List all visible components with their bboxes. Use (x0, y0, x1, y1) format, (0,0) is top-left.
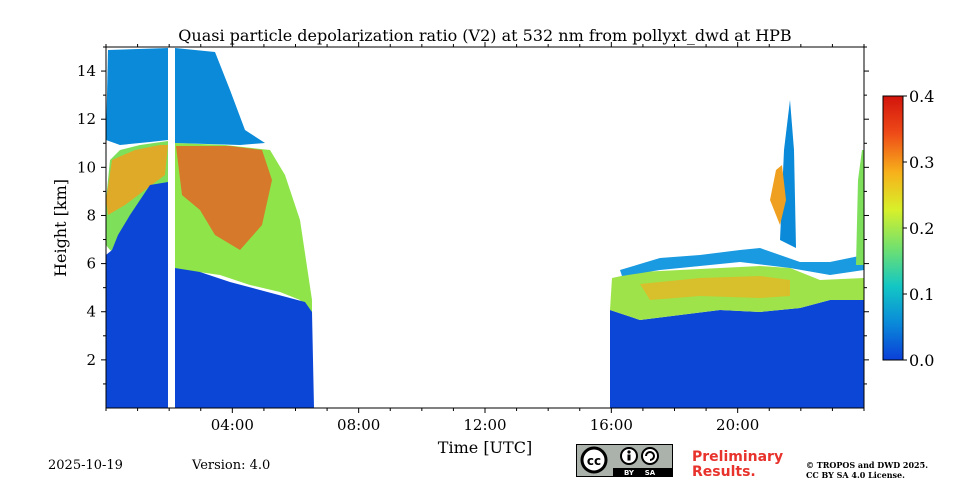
cc-license-badge: cc BY SA (576, 444, 673, 477)
segment-3-plume-hot (770, 165, 786, 225)
segment-3-plume (780, 100, 796, 248)
colorbar-tick-label-0: 0.0 (909, 351, 934, 370)
preliminary-line-1: Preliminary (692, 449, 784, 465)
colorbar-tick-label-2: 0.2 (909, 219, 934, 238)
gap-1 (169, 47, 175, 408)
y-tick-label-0: 2 (86, 351, 96, 369)
y-tick-label-5: 12 (77, 110, 96, 128)
y-axis-ticks: 2 4 6 8 10 12 14 (77, 46, 869, 385)
y-tick-label-3: 8 (86, 206, 96, 224)
copyright-line-2: CC BY SA 4.0 License. (806, 470, 905, 480)
colorbar-tick-label-1: 0.1 (909, 285, 934, 304)
by-person-icon (620, 447, 638, 465)
x-tick-label-2: 12:00 (463, 416, 506, 434)
x-tick-label-3: 16:00 (590, 416, 633, 434)
preliminary-results: Preliminary Results. (692, 450, 783, 480)
segment-3-aerosol (610, 290, 864, 408)
x-axis-ticks: 04:00 08:00 12:00 16:00 20:00 (105, 42, 865, 434)
chart-title: Quasi particle depolarization ratio (V2)… (178, 26, 791, 45)
y-axis-label: Height [km] (51, 179, 70, 277)
copyright-line-1: © TROPOS and DWD 2025. (806, 460, 928, 470)
cc-icon: cc (580, 446, 608, 474)
y-tick-label-6: 14 (77, 62, 96, 80)
segment-1-cloud-top (106, 48, 168, 145)
preliminary-line-2: Results. (692, 464, 756, 480)
segment-3-layer-hot (640, 276, 790, 300)
segment-1-cloud-hot (106, 145, 168, 215)
svg-text:cc: cc (587, 454, 601, 468)
footer-date: 2025-10-19 (48, 458, 123, 473)
cc-sa-label: SA (645, 469, 656, 476)
x-tick-label-4: 20:00 (716, 416, 759, 434)
copyright-notice: © TROPOS and DWD 2025. CC BY SA 4.0 Lice… (806, 460, 928, 480)
colorbar-tick-label-3: 0.3 (909, 153, 934, 172)
x-tick-label-0: 04:00 (211, 416, 254, 434)
no-data-gaps (169, 47, 175, 408)
y-tick-label-4: 10 (77, 158, 96, 176)
footer-version: Version: 4.0 (192, 458, 271, 473)
segment-1-aerosol (106, 182, 168, 408)
colorbar-tick-label-4: 0.4 (909, 87, 934, 106)
segment-3-cloud-band (620, 248, 864, 276)
segment-2-cloud-hot (176, 146, 272, 250)
colorbar-ticks: 0.0 0.1 0.2 0.3 0.4 (903, 87, 934, 370)
cc-by-label: BY (624, 469, 635, 476)
colorbar (882, 95, 904, 361)
y-tick-label-1: 4 (86, 303, 96, 321)
y-tick-label-2: 6 (86, 255, 96, 273)
depolarization-heatmap (106, 48, 864, 408)
segment-3-right-cloud (856, 150, 864, 265)
x-axis-label: Time [UTC] (438, 438, 532, 457)
x-tick-label-1: 08:00 (337, 416, 380, 434)
segment-2-cloud-top (175, 48, 265, 145)
sa-share-icon (641, 447, 659, 465)
segment-2-aerosol (175, 268, 314, 408)
